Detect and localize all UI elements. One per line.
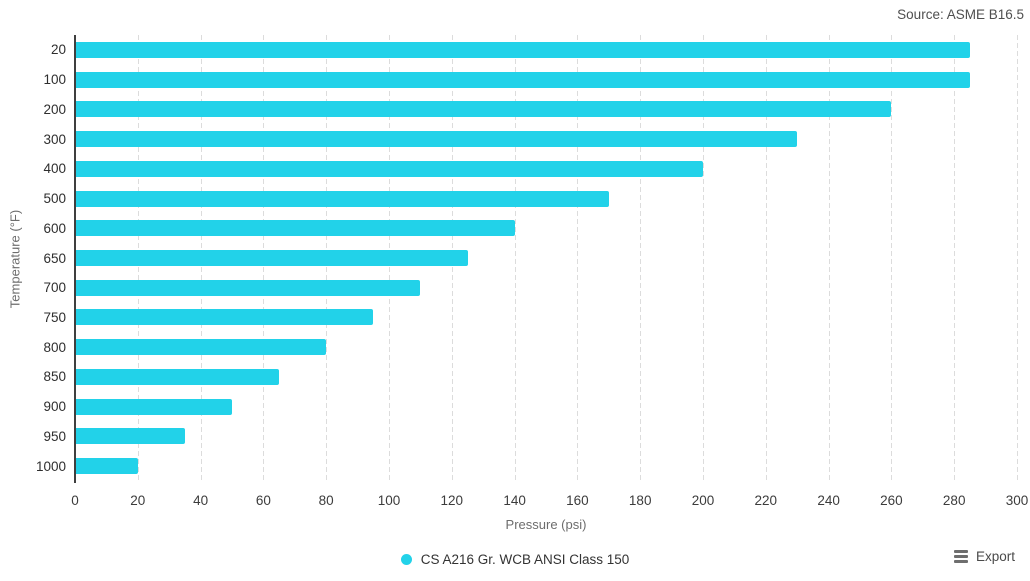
legend-series-dot-icon	[400, 554, 412, 565]
y-tick-label: 950	[43, 428, 66, 444]
y-axis-tick-labels: 20 100 200 300 400 500 600 650 700 750 800 850 900 95…	[0, 35, 66, 481]
gridline	[891, 35, 893, 481]
bar[interactable]	[75, 309, 374, 326]
x-tick-label: 160	[566, 493, 589, 508]
x-tick-label: 280	[942, 493, 966, 508]
y-tick-label: 850	[43, 369, 66, 385]
x-axis-tick-labels: 0 20 40 60 80 100 120 140 160 180 200 220 240 260 280 3…	[71, 493, 1028, 510]
bar[interactable]	[75, 250, 468, 266]
y-tick-label: 750	[43, 309, 66, 325]
x-tick-label: 260	[880, 493, 903, 508]
bar[interactable]	[75, 279, 421, 296]
gridline	[577, 35, 579, 481]
gridline	[514, 35, 516, 481]
y-tick-label: 900	[43, 399, 66, 415]
x-tick-label: 40	[193, 493, 209, 508]
x-tick-label: 100	[377, 493, 401, 508]
y-tick-label: 650	[43, 250, 66, 266]
legend-item[interactable]: CS A216 Gr. WCB ANSI Class 150	[0, 552, 1030, 567]
x-tick-label: 240	[817, 493, 840, 508]
x-tick-label: 220	[754, 493, 778, 508]
gridline	[1017, 35, 1018, 481]
bar[interactable]	[75, 41, 970, 58]
bar[interactable]	[75, 458, 138, 475]
gridline	[828, 35, 830, 481]
y-tick-label: 200	[43, 101, 66, 117]
x-tick-label: 180	[628, 493, 652, 508]
x-tick-label: 60	[255, 493, 271, 508]
export-button-label: Export	[975, 549, 1015, 564]
y-tick-label: 800	[43, 339, 66, 355]
y-tick-label: 300	[43, 131, 66, 147]
x-tick-label: 80	[318, 493, 334, 508]
y-axis-line	[74, 35, 76, 483]
gridline	[954, 35, 956, 481]
bar[interactable]	[75, 339, 327, 356]
bar[interactable]	[75, 398, 232, 415]
y-tick-label: 500	[43, 191, 66, 207]
export-button[interactable]: Export	[953, 549, 1015, 564]
x-tick-label: 140	[503, 493, 526, 508]
x-tick-label: 120	[440, 493, 464, 508]
hamburger-icon	[953, 550, 968, 563]
x-tick-label: 300	[1005, 493, 1029, 508]
legend-series-label: CS A216 Gr. WCB ANSI Class 150	[420, 552, 630, 567]
x-tick-label: 20	[130, 493, 146, 508]
bar[interactable]	[75, 160, 703, 177]
bar[interactable]	[75, 101, 892, 118]
y-tick-label: 700	[43, 280, 66, 296]
gridline	[640, 35, 642, 481]
bar[interactable]	[75, 428, 185, 445]
y-tick-label: 20	[50, 42, 66, 58]
y-tick-label: 100	[43, 72, 66, 88]
bar[interactable]	[75, 71, 970, 88]
source-annotation: Source: ASME B16.5	[897, 7, 1024, 22]
y-tick-label: 400	[43, 161, 66, 177]
bar[interactable]	[75, 368, 280, 385]
bar[interactable]	[75, 220, 515, 237]
x-tick-label: 0	[71, 493, 79, 508]
x-axis-title: Pressure (psi)	[505, 517, 587, 532]
plot-area	[75, 35, 1018, 481]
x-tick-label: 200	[691, 493, 715, 508]
y-tick-label: 1000	[35, 458, 66, 474]
gridline	[702, 35, 704, 481]
gridline	[765, 35, 767, 481]
y-tick-label: 600	[43, 220, 66, 236]
bar[interactable]	[75, 131, 798, 148]
bar[interactable]	[75, 190, 609, 207]
